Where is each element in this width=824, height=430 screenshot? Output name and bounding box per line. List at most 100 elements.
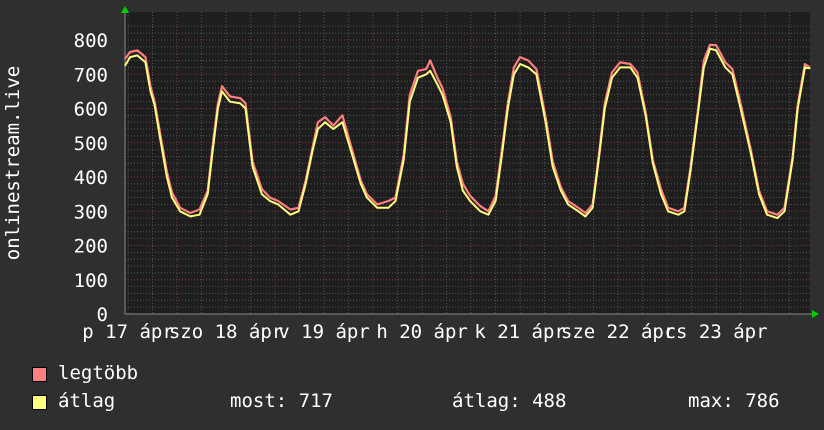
- data-point-avg: [629, 66, 631, 68]
- data-point-avg: [783, 210, 786, 212]
- data-point-max: [149, 85, 152, 87]
- data-point-avg: [366, 196, 368, 199]
- data-point-avg: [171, 196, 173, 199]
- data-point-avg: [487, 214, 490, 216]
- legend-avg-label: átlag: [58, 390, 116, 412]
- data-point-avg: [660, 193, 662, 195]
- y-tick-labels: 0 100 200 300 400 500 600 700 800: [74, 30, 108, 326]
- data-point-avg: [604, 107, 606, 110]
- data-point-max: [462, 183, 464, 185]
- data-point-max: [715, 44, 717, 46]
- data-point-max: [469, 195, 471, 197]
- x-tick-label: k 21 ápr: [474, 321, 566, 343]
- data-point-avg: [809, 67, 811, 70]
- data-point-avg: [198, 214, 201, 216]
- data-point-max: [289, 208, 291, 211]
- data-point-avg: [619, 66, 621, 68]
- data-point-avg: [766, 214, 768, 216]
- data-point-max: [604, 102, 606, 104]
- data-point-avg: [697, 114, 699, 116]
- data-point-avg: [244, 107, 247, 110]
- data-point-max: [544, 116, 547, 118]
- data-point-avg: [507, 107, 509, 110]
- data-point-max: [535, 68, 538, 70]
- data-point-avg: [567, 203, 569, 205]
- data-point-avg: [667, 210, 669, 212]
- data-point-avg: [312, 149, 314, 151]
- data-point-max: [136, 49, 138, 51]
- data-point-avg: [332, 128, 334, 130]
- data-point-avg: [591, 207, 594, 209]
- data-point-max: [577, 207, 579, 209]
- y-axis-label: onlinestream.live: [2, 66, 24, 260]
- data-point-avg: [462, 190, 464, 192]
- data-point-avg: [652, 162, 654, 164]
- data-point-max: [724, 61, 726, 63]
- x-tick-label: h 20 ápr: [376, 321, 468, 343]
- data-point-avg: [804, 66, 806, 68]
- y-tick-label: 0: [97, 304, 108, 326]
- y-axis-arrow-icon: [121, 6, 129, 13]
- data-point-max: [766, 210, 768, 212]
- x-tick-label: p 17 ápr: [82, 321, 174, 343]
- y-tick-label: 600: [74, 99, 108, 121]
- data-point-avg: [703, 66, 705, 68]
- data-point-avg: [519, 63, 521, 65]
- data-point-max: [189, 212, 191, 214]
- data-point-max: [591, 203, 594, 205]
- data-point-avg: [636, 77, 639, 79]
- data-point-avg: [124, 65, 126, 67]
- y-tick-label: 300: [74, 201, 108, 223]
- data-point-avg: [598, 159, 600, 161]
- data-point-avg: [425, 73, 427, 75]
- data-point-max: [171, 191, 173, 194]
- data-point-avg: [450, 121, 452, 123]
- data-point-max: [229, 95, 231, 98]
- data-point-avg: [436, 83, 438, 86]
- data-point-max: [409, 94, 411, 96]
- data-point-max: [703, 59, 705, 62]
- data-point-avg: [144, 61, 147, 63]
- data-point-max: [652, 159, 654, 161]
- data-point-max: [366, 193, 368, 195]
- data-point-max: [239, 97, 241, 99]
- data-point-max: [207, 190, 209, 192]
- data-point-max: [783, 207, 786, 209]
- data-point-avg: [709, 47, 711, 50]
- data-point-max: [479, 205, 481, 207]
- data-point-avg: [715, 49, 717, 51]
- x-tick-label: sze 22 ápr: [561, 321, 675, 343]
- data-point-max: [154, 101, 156, 103]
- data-point-avg: [297, 210, 300, 212]
- data-point-max: [297, 207, 300, 209]
- data-point-max: [513, 66, 515, 68]
- data-point-max: [792, 155, 794, 158]
- data-point-max: [619, 61, 621, 63]
- data-point-avg: [403, 159, 405, 161]
- data-point-max: [598, 155, 600, 158]
- data-point-max: [441, 87, 444, 89]
- data-point-avg: [217, 107, 219, 110]
- data-point-max: [124, 58, 126, 60]
- data-point-avg: [479, 210, 481, 212]
- data-point-max: [261, 188, 263, 190]
- data-point-max: [244, 102, 247, 104]
- data-point-avg: [456, 166, 458, 168]
- data-point-avg: [261, 193, 263, 195]
- data-point-avg: [269, 200, 271, 202]
- data-point-avg: [239, 102, 241, 104]
- data-point-avg: [166, 176, 168, 178]
- data-point-avg: [129, 56, 131, 58]
- data-point-max: [221, 85, 223, 87]
- data-point-avg: [792, 159, 794, 161]
- data-point-max: [677, 210, 679, 212]
- data-point-max: [317, 121, 319, 123]
- grid: [124, 10, 815, 315]
- x-tick-label: cs 23 ápr: [665, 321, 768, 343]
- data-point-avg: [689, 169, 692, 171]
- y-tick-label: 500: [74, 133, 108, 155]
- data-point-avg: [341, 121, 344, 123]
- data-point-avg: [776, 217, 778, 219]
- data-point-max: [797, 104, 799, 106]
- data-point-avg: [305, 183, 307, 185]
